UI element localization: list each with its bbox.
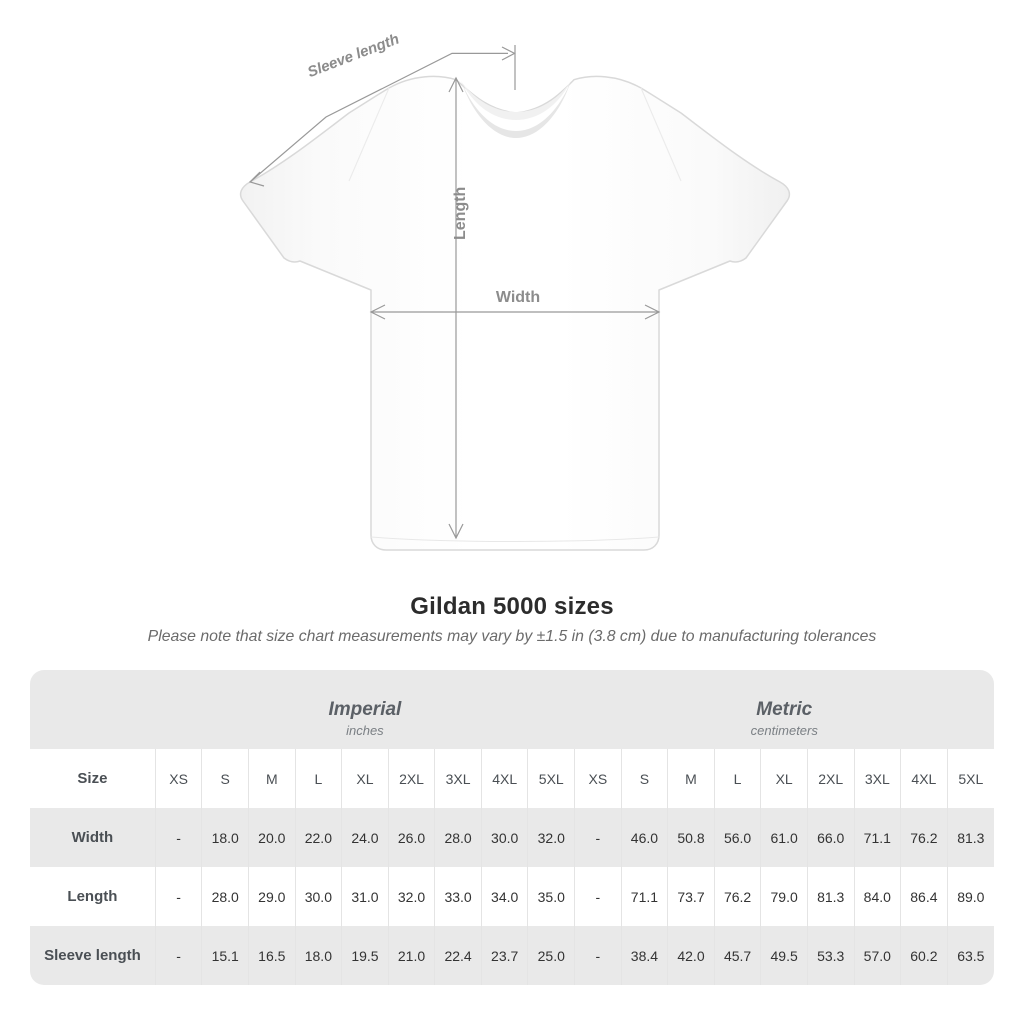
svg-text:Sleeve length: Sleeve length bbox=[305, 31, 401, 82]
svg-text:Length: Length bbox=[452, 187, 469, 240]
svg-text:Width: Width bbox=[496, 289, 540, 306]
